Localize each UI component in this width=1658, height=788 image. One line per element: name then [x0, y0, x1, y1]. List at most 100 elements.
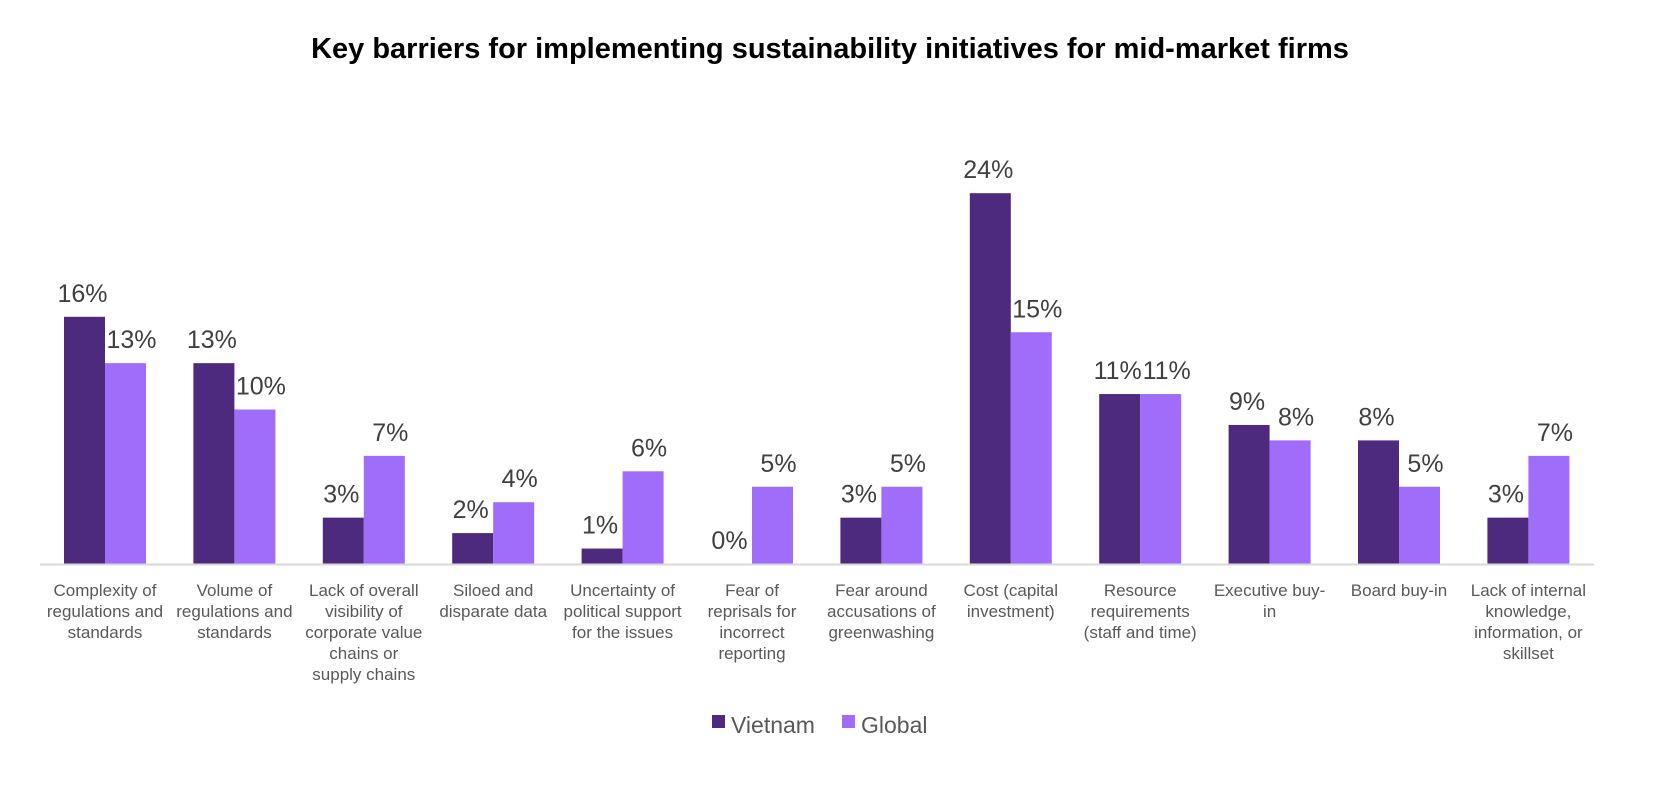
bar-vietnam-11 — [1487, 517, 1529, 564]
x-tick-label-line: chains or — [329, 644, 398, 663]
x-tick-label-line: information, or — [1474, 623, 1583, 642]
x-tick-label-line: reporting — [718, 644, 785, 663]
data-label-global-7: 15% — [1012, 295, 1062, 323]
x-tick-label-line: corporate value — [305, 623, 422, 642]
bar-global-4 — [622, 471, 664, 564]
bar-global-8 — [1140, 394, 1182, 564]
data-label-vietnam-11: 3% — [1488, 481, 1524, 509]
bar-global-11 — [1528, 455, 1570, 564]
legend-label-vietnam: Vietnam — [731, 712, 815, 738]
data-labels-layer: 16% 13% 13% 10% 3% 7% 2% 4% 1% 6% 0% 5% 3% 5% 24% 15% 11… — [57, 156, 1572, 555]
x-tick-label-line: political support — [564, 602, 682, 621]
legend-item-global: Global — [842, 712, 927, 738]
data-label-global-4: 6% — [631, 434, 667, 462]
x-tick-label-line: Lack of overall — [309, 581, 419, 600]
chart-title: Key barriers for implementing sustainabi… — [311, 33, 1349, 65]
legend-swatch-vietnam — [712, 715, 725, 728]
x-tick-label-line: Fear of — [725, 581, 779, 600]
data-label-global-3: 4% — [502, 465, 538, 493]
x-tick-label-line: investment) — [967, 602, 1055, 621]
x-tick-label-line: supply chains — [312, 665, 415, 684]
x-tick-label-line: Siloed and — [453, 581, 533, 600]
legend-item-vietnam: Vietnam — [712, 712, 815, 738]
x-tick-label-line: Lack of internal — [1471, 581, 1586, 600]
data-label-vietnam-0: 16% — [57, 280, 107, 308]
data-label-global-2: 7% — [372, 419, 408, 447]
data-label-vietnam-10: 8% — [1358, 403, 1394, 431]
data-label-vietnam-8: 11% — [1094, 357, 1142, 385]
bar-vietnam-7 — [969, 193, 1011, 564]
bar-global-6 — [881, 486, 923, 564]
x-tick-label-0: Complexity of regulations and standards — [47, 581, 163, 642]
x-tick-label-line: regulations and — [47, 602, 163, 621]
bar-vietnam-1 — [193, 363, 235, 564]
bar-global-5 — [752, 486, 793, 564]
data-label-vietnam-9: 9% — [1229, 388, 1265, 416]
legend: Vietnam Global — [712, 712, 927, 738]
bar-vietnam-4 — [581, 548, 623, 564]
data-label-global-6: 5% — [890, 450, 926, 478]
data-label-vietnam-5: 0% — [711, 527, 747, 555]
x-tick-label-3: Siloed and disparate data — [439, 581, 547, 621]
bar-vietnam-8 — [1099, 394, 1141, 564]
x-tick-label-11: Lack of internal knowledge, information, o… — [1471, 581, 1586, 663]
x-tick-label-8: Resource requirements (staff and time) — [1084, 581, 1197, 642]
x-tick-label-line: knowledge, — [1485, 602, 1571, 621]
x-tick-label-line: requirements — [1091, 602, 1190, 621]
data-label-global-0: 13% — [106, 326, 156, 354]
bar-vietnam-3 — [452, 533, 494, 564]
bars-layer — [64, 193, 1570, 564]
x-tick-label-line: visibility of — [325, 602, 403, 621]
x-tick-label-2: Lack of overall visibility of corporate va… — [305, 581, 422, 684]
bar-vietnam-10 — [1358, 440, 1399, 564]
data-label-vietnam-1: 13% — [187, 326, 237, 354]
bar-vietnam-0 — [64, 316, 105, 564]
x-tick-label-line: incorrect — [719, 623, 784, 642]
bar-global-7 — [1010, 332, 1052, 564]
bar-global-0 — [105, 363, 146, 564]
bar-vietnam-9 — [1228, 424, 1270, 564]
data-label-global-10: 5% — [1407, 450, 1443, 478]
data-label-global-5: 5% — [760, 450, 796, 478]
x-tick-label-7: Cost (capital investment) — [964, 581, 1058, 621]
x-tick-label-line: regulations and — [176, 602, 292, 621]
data-label-vietnam-4: 1% — [582, 512, 618, 540]
x-tick-label-line: reprisals for — [708, 602, 797, 621]
x-tick-label-10: Board buy-in — [1351, 581, 1447, 600]
x-tick-label-line: disparate data — [439, 602, 547, 621]
data-label-vietnam-6: 3% — [841, 481, 877, 509]
bar-global-9 — [1269, 440, 1311, 564]
data-label-global-11: 7% — [1537, 419, 1573, 447]
data-label-global-8: 11% — [1143, 357, 1191, 385]
x-tick-label-line: Cost (capital — [964, 581, 1058, 600]
x-tick-label-line: Fear around — [835, 581, 928, 600]
x-tick-label-line: Executive buy- — [1214, 581, 1326, 600]
legend-label-global: Global — [861, 712, 927, 738]
bar-global-10 — [1399, 486, 1440, 564]
bar-vietnam-2 — [322, 517, 364, 564]
x-tick-label-line: Complexity of — [54, 581, 157, 600]
x-tick-label-line: Board buy-in — [1351, 581, 1447, 600]
x-tick-label-5: Fear of reprisals for incorrect reporting — [708, 581, 797, 663]
x-tick-label-line: standards — [197, 623, 272, 642]
x-tick-label-line: for the issues — [572, 623, 673, 642]
x-tick-label-line: standards — [68, 623, 143, 642]
bar-global-2 — [363, 455, 405, 564]
data-label-vietnam-7: 24% — [963, 156, 1013, 184]
x-tick-label-line: Resource — [1104, 581, 1177, 600]
x-tick-label-line: greenwashing — [828, 623, 934, 642]
x-tick-label-4: Uncertainty of political support for the i… — [564, 581, 682, 642]
legend-swatch-global — [842, 715, 855, 728]
data-label-global-9: 8% — [1278, 403, 1314, 431]
x-tick-label-6: Fear around accusations of greenwashing — [827, 581, 936, 642]
data-label-vietnam-3: 2% — [453, 496, 489, 524]
x-tick-label-line: Uncertainty of — [570, 581, 675, 600]
data-label-vietnam-2: 3% — [323, 481, 359, 509]
x-tick-label-line: in — [1263, 602, 1276, 621]
x-tick-label-line: skillset — [1503, 644, 1554, 663]
bar-global-1 — [234, 409, 276, 564]
x-tick-label-9: Executive buy-in — [1214, 581, 1326, 621]
x-axis-labels: Complexity of regulations and standardsVol… — [47, 581, 1586, 684]
bar-global-3 — [493, 502, 535, 564]
